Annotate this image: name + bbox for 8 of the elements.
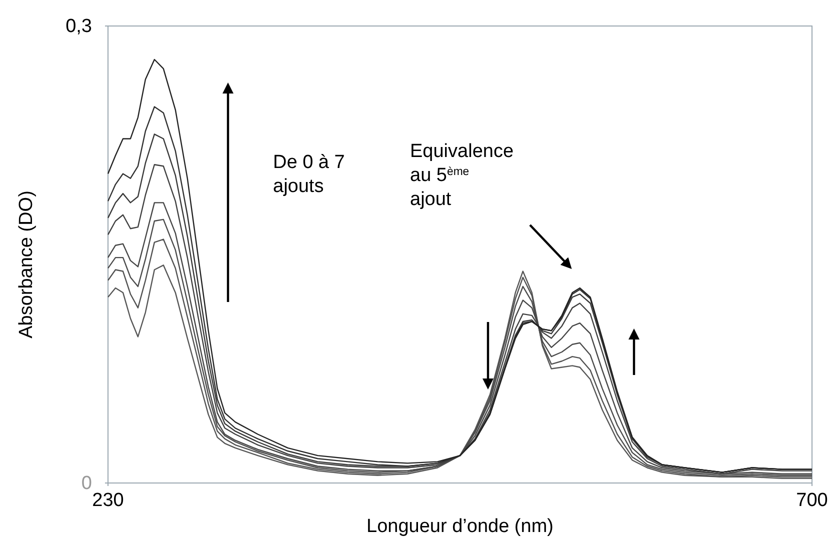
x-tick-label: 700 xyxy=(796,490,828,512)
y-tick-label: 0,3 xyxy=(66,16,92,38)
y-tick-label: 0 xyxy=(81,473,92,494)
x-tick-label: 230 xyxy=(92,490,124,512)
annotation: Equivalence au 5$^{ème}$ ajout xyxy=(410,141,514,210)
annotation: De 0 à 7 ajouts xyxy=(273,152,345,197)
y-axis-title: Absorbance (DO) xyxy=(16,190,37,338)
x-axis-title: Longueur d’onde (nm) xyxy=(366,516,554,537)
